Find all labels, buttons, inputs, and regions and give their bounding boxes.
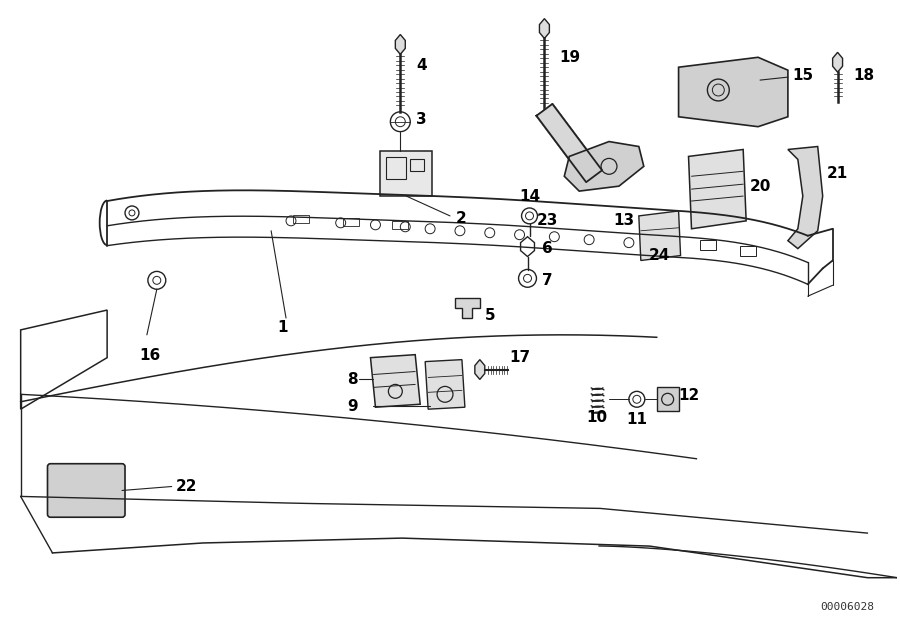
Text: 11: 11 [626, 411, 647, 427]
Polygon shape [371, 355, 420, 407]
Text: 19: 19 [560, 50, 580, 65]
Polygon shape [539, 18, 549, 39]
Text: 22: 22 [176, 479, 197, 494]
Text: 15: 15 [792, 68, 814, 83]
Polygon shape [679, 57, 788, 127]
Text: 9: 9 [347, 399, 358, 414]
Bar [410, 159, 424, 171]
Polygon shape [536, 104, 602, 182]
Bar [740, 246, 756, 255]
Polygon shape [425, 359, 465, 409]
Text: 17: 17 [509, 350, 530, 365]
Text: 23: 23 [536, 213, 558, 229]
Text: 18: 18 [853, 68, 874, 83]
Bar [343, 218, 358, 226]
Polygon shape [688, 149, 746, 229]
Polygon shape [455, 298, 480, 318]
Text: 12: 12 [678, 388, 699, 403]
Polygon shape [639, 211, 680, 260]
Bar [657, 387, 679, 411]
Text: 8: 8 [347, 372, 358, 387]
Bar [381, 152, 432, 196]
Bar [700, 239, 716, 250]
Polygon shape [832, 52, 842, 72]
Text: 21: 21 [827, 166, 848, 181]
Text: 2: 2 [455, 211, 466, 226]
Text: 13: 13 [614, 213, 634, 229]
Bar [392, 221, 409, 229]
Text: 5: 5 [484, 307, 495, 323]
Polygon shape [564, 142, 643, 191]
Text: 20: 20 [750, 178, 770, 194]
FancyBboxPatch shape [48, 464, 125, 518]
Bar [386, 157, 406, 179]
Text: 16: 16 [140, 348, 160, 363]
Text: 7: 7 [542, 273, 553, 288]
Bar [293, 215, 309, 223]
Text: 00006028: 00006028 [821, 603, 875, 612]
Text: 10: 10 [587, 410, 608, 425]
Text: 24: 24 [649, 248, 670, 263]
Polygon shape [788, 147, 823, 249]
Text: 6: 6 [542, 241, 553, 256]
Text: 1: 1 [278, 321, 288, 335]
Polygon shape [475, 359, 485, 380]
Text: 4: 4 [416, 58, 427, 73]
Text: 14: 14 [519, 189, 540, 204]
Polygon shape [395, 34, 405, 55]
Text: 3: 3 [416, 112, 427, 127]
